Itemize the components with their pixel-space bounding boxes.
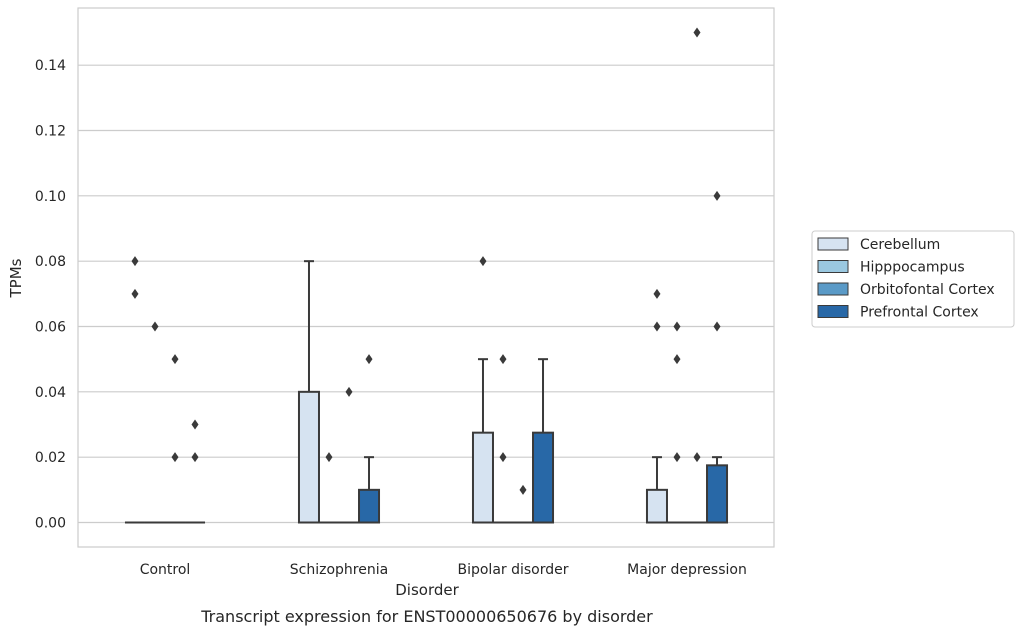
y-tick-label: 0.06 [35,320,66,336]
box-0-0 [124,256,145,524]
y-tick-label: 0.08 [35,254,66,270]
legend-frame [811,230,1015,328]
outlier-point [365,354,373,365]
outlier-point [479,256,487,267]
y-tick-label: 0.14 [35,58,66,74]
box-plots [124,27,729,524]
plot-area [77,7,775,548]
x-tick-label: Major depression [627,562,747,578]
outlier-point [653,321,661,332]
box-1-1 [318,452,339,524]
outlier-point [519,484,527,495]
outlier-point [673,354,681,365]
legend-swatch [817,305,849,318]
box-body [471,431,494,524]
outlier-point [191,419,199,430]
outlier-point [713,321,721,332]
x-tick-label: Schizophrenia [290,562,388,578]
box-2-3 [532,358,555,524]
outlier-point [693,452,701,463]
outlier-point [171,452,179,463]
y-tick-label: 0.04 [35,385,66,401]
box-body [297,390,320,524]
y-tick-label: 0.02 [35,450,66,466]
box-0-1 [144,321,165,524]
outlier-point [151,321,159,332]
legend-label: Orbitofontal Cortex [860,282,995,298]
box-body [706,464,729,524]
box-3-2 [687,27,708,524]
legend-swatch [817,260,849,273]
outlier-point [499,452,507,463]
outlier-point [673,452,681,463]
outlier-point [345,386,353,397]
y-tick-label: 0.10 [35,189,66,205]
box-body [532,431,555,524]
outlier-point [325,452,333,463]
x-tick-labels: Control Schizophrenia Bipolar disorder Majo… [140,562,747,578]
outlier-point [131,256,139,267]
x-tick-label: Control [140,562,191,578]
outlier-point [673,321,681,332]
box-0-2 [165,354,186,524]
outlier-point [191,452,199,463]
y-tick-label: 0.12 [35,124,66,140]
outlier-point [171,354,179,365]
box-3-1 [666,321,687,524]
outlier-point [499,354,507,365]
box-2-1 [492,354,513,524]
outlier-point [713,190,721,201]
chart-caption: Transcript expression for ENST0000065067… [200,607,653,626]
legend: Cerebellum Hipppocampus Orbitofontal Corte… [811,230,1015,328]
box-body [358,488,381,524]
y-axis-title: TPMs [7,258,25,298]
legend-swatch [817,282,849,296]
box-3-3 [706,190,729,524]
y-tick-label: 0.00 [35,516,66,532]
x-axis-title: Disorder [395,581,459,599]
x-tick-label: Bipolar disorder [457,562,568,578]
y-tick-labels: 0.00 0.02 0.04 0.06 0.08 0.10 0.12 0.14 [35,58,66,531]
box-1-3 [358,354,381,524]
outlier-point [693,27,701,38]
outlier-point [131,288,139,299]
box-3-0 [645,288,668,524]
outlier-point [653,288,661,299]
box-1-0 [297,260,320,524]
box-0-3 [185,419,206,524]
legend-label: Cerebellum [860,237,940,253]
legend-label: Prefrontal Cortex [860,305,979,321]
box-2-0 [471,256,494,524]
box-1-2 [339,386,360,524]
box-body [645,488,668,524]
legend-swatch [817,237,849,251]
legend-label: Hipppocampus [860,260,965,276]
box-2-2 [513,484,534,524]
